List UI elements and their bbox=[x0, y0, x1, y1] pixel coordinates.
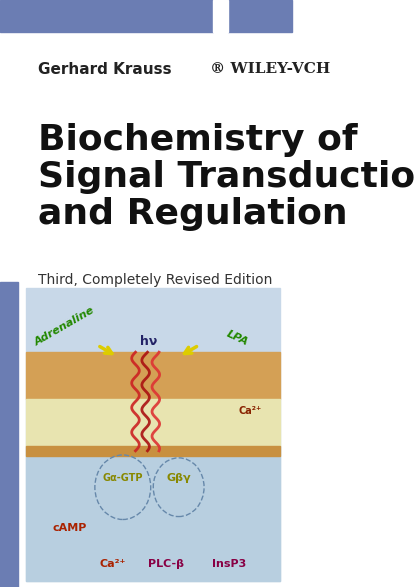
Bar bbox=[26, 446, 280, 456]
Text: Third, Completely Revised Edition: Third, Completely Revised Edition bbox=[38, 273, 272, 287]
Text: Gβγ: Gβγ bbox=[166, 473, 191, 484]
Text: InsP3: InsP3 bbox=[212, 558, 247, 569]
Bar bbox=[26, 288, 280, 581]
Text: hν: hν bbox=[139, 335, 157, 349]
Text: Adrenaline: Adrenaline bbox=[32, 305, 96, 348]
Text: PLC-β: PLC-β bbox=[148, 558, 184, 569]
Text: Ca²⁺: Ca²⁺ bbox=[238, 406, 261, 416]
Text: cAMP: cAMP bbox=[52, 523, 87, 534]
Bar bbox=[26, 399, 280, 446]
Text: ® WILEY-VCH: ® WILEY-VCH bbox=[210, 62, 330, 76]
Bar bbox=[0, 0, 213, 32]
Text: Ca²⁺: Ca²⁺ bbox=[100, 558, 126, 569]
Text: Biochemistry of
Signal Transduction
and Regulation: Biochemistry of Signal Transduction and … bbox=[38, 123, 415, 231]
Bar bbox=[0, 282, 17, 587]
Text: LPA: LPA bbox=[225, 329, 249, 348]
Bar bbox=[26, 352, 280, 399]
Bar bbox=[213, 0, 228, 32]
Text: Gα-GTP: Gα-GTP bbox=[103, 473, 143, 484]
Bar bbox=[228, 0, 292, 32]
Text: Gerhard Krauss: Gerhard Krauss bbox=[38, 62, 171, 77]
Bar bbox=[26, 446, 280, 581]
